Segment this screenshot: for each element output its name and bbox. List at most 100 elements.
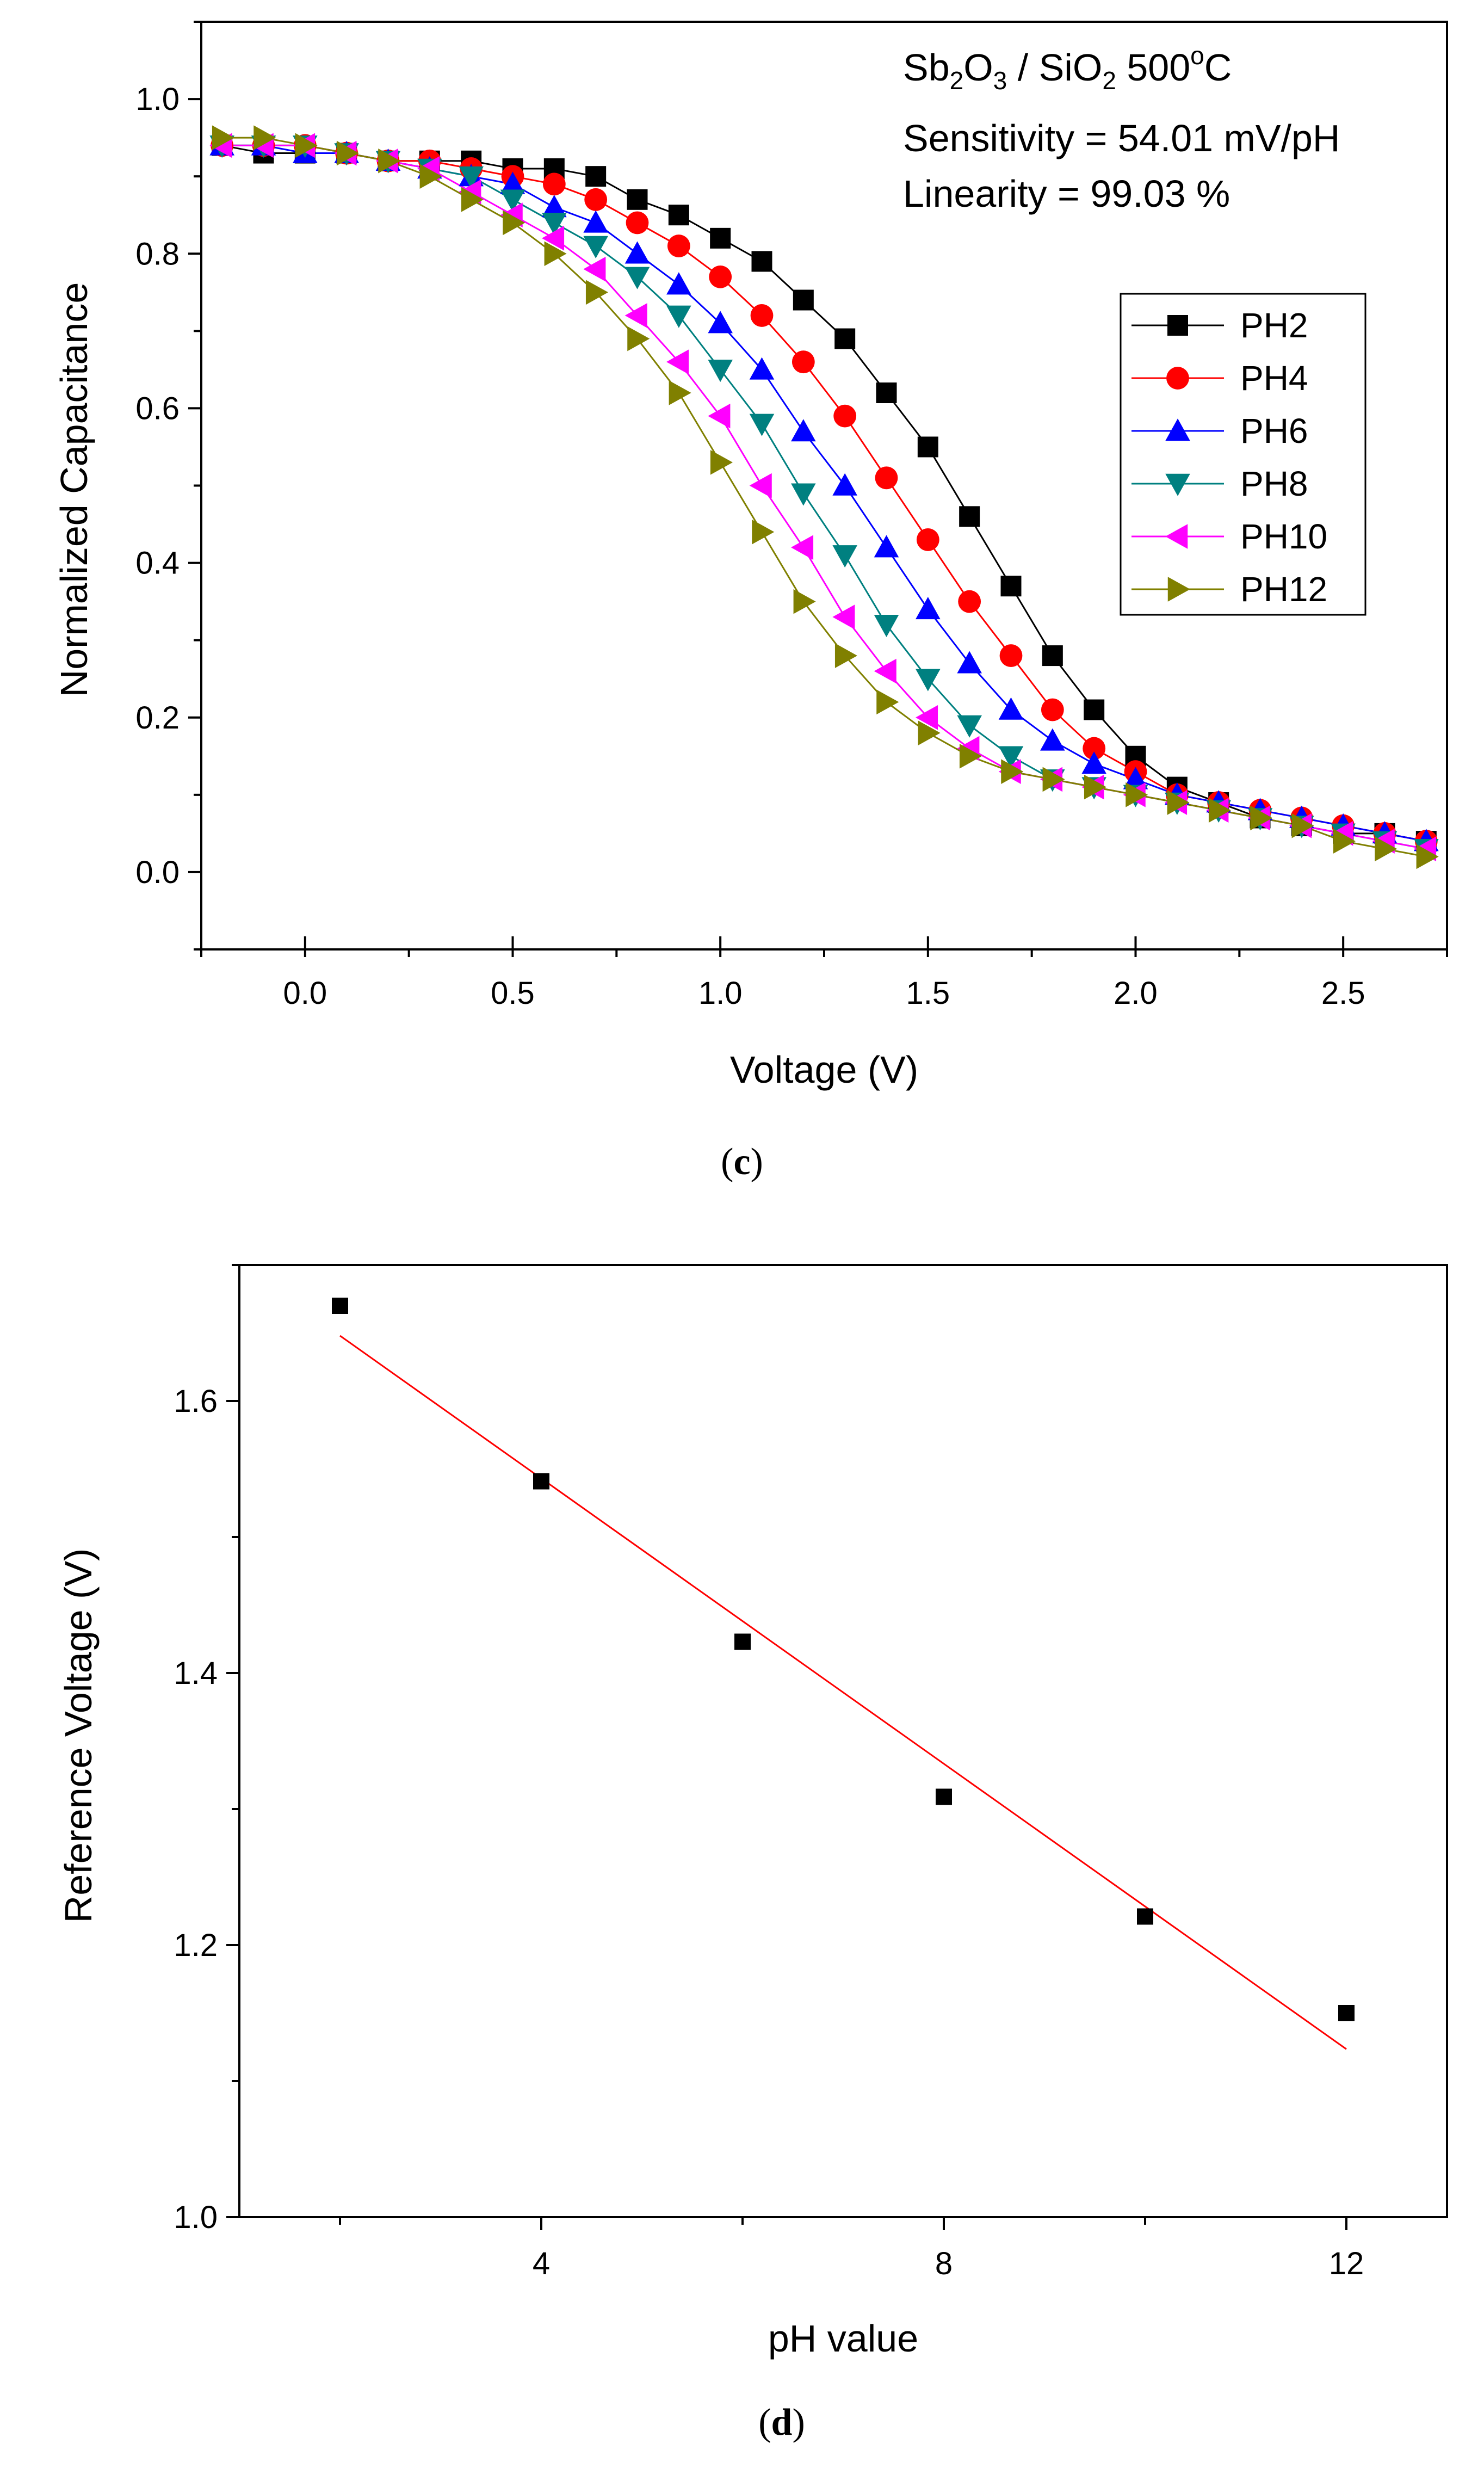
data-point-ph8 — [500, 189, 525, 212]
panel-d-paren-close: ) — [792, 2402, 805, 2443]
data-point — [734, 1633, 751, 1650]
data-point-ph10 — [666, 349, 689, 374]
legend-marker-ph4 — [1166, 367, 1189, 390]
panel-c-label: (c) — [721, 1141, 763, 1183]
data-point-ph6 — [916, 597, 941, 620]
data-point-ph2 — [668, 205, 689, 226]
data-point-ph6 — [542, 195, 567, 218]
x-tick-label: 2.0 — [1114, 976, 1158, 1011]
data-point-ph4 — [875, 466, 898, 490]
data-point-ph10 — [624, 303, 647, 328]
legend-marker-ph8 — [1165, 473, 1190, 496]
data-point-ph2 — [585, 166, 607, 187]
data-point-ph6 — [666, 272, 691, 295]
annotation-sio: / SiO — [1007, 46, 1102, 89]
data-point-ph12 — [876, 689, 899, 715]
data-point-ph12 — [959, 743, 982, 769]
data-point — [332, 1298, 348, 1314]
data-point-ph6 — [1040, 728, 1065, 751]
panel-c-x-axis-label: Voltage (V) — [730, 1048, 918, 1091]
data-point-ph12 — [1084, 774, 1106, 800]
data-point-ph12 — [253, 125, 276, 150]
data-point-ph10 — [791, 535, 814, 560]
data-point-ph12 — [1291, 813, 1314, 838]
data-point-ph8 — [791, 483, 816, 506]
data-point-ph8 — [583, 236, 608, 258]
data-point-ph12 — [710, 450, 733, 475]
panel-c-legend: PH2 PH4 PH6 PH8 PH10 PH12 — [1120, 293, 1366, 616]
fit-line — [339, 1335, 1347, 2050]
panel-c-marks — [209, 125, 1439, 869]
panel-d-paren-open: ( — [758, 2402, 771, 2443]
data-point-ph12 — [1042, 767, 1065, 792]
data-point-ph12 — [1208, 798, 1231, 823]
data-point-ph10 — [916, 705, 938, 730]
y-tick-label: 1.2 — [174, 1928, 218, 1963]
data-point-ph6 — [708, 311, 733, 334]
y-tick-label: 0.4 — [135, 546, 180, 581]
data-point-ph10 — [708, 403, 731, 429]
annotation-sb: Sb — [903, 46, 950, 89]
data-point-ph12 — [1167, 790, 1190, 815]
y-tick-label: 0.2 — [135, 700, 180, 736]
data-point-ph6 — [624, 241, 650, 264]
data-point-ph12 — [378, 148, 401, 174]
data-point-ph2 — [959, 506, 980, 527]
legend-marker-ph10 — [1165, 524, 1188, 549]
data-point-ph12 — [918, 720, 941, 745]
panel-c-y-axis-label: Normalized Capacitance — [53, 282, 95, 698]
panel-c-letter: c — [733, 1141, 750, 1183]
data-point-ph4 — [1041, 698, 1064, 721]
panel-d-marks — [332, 1298, 1355, 2050]
data-point-ph10 — [542, 226, 565, 251]
data-point-ph12 — [544, 241, 567, 267]
data-point-ph8 — [916, 669, 941, 692]
panel-d-y-axis-label: Reference Voltage (V) — [57, 1548, 100, 1923]
data-point-ph12 — [669, 380, 691, 405]
panel-c-annotation-sensitivity: Sensitivity = 54.01 mV/pH — [903, 117, 1340, 159]
data-point-ph8 — [832, 545, 857, 568]
annotation-sub-2: 2 — [950, 66, 964, 95]
annotation-sub-3: 3 — [993, 66, 1007, 95]
data-point-ph8 — [749, 414, 775, 436]
data-point-ph6 — [583, 210, 608, 233]
panel-c-annotation-line1: Sb2O3 / SiO2 500oC — [903, 41, 1232, 95]
data-point-ph4 — [667, 234, 690, 257]
data-point-ph2 — [627, 189, 648, 210]
data-point-ph12 — [503, 210, 525, 236]
panel-d-axes-frame — [238, 1264, 1448, 2218]
panel-c-paren-close: ) — [751, 1141, 763, 1183]
data-point-ph10 — [583, 256, 606, 282]
data-point-ph2 — [876, 382, 897, 403]
data-point-ph12 — [461, 187, 484, 212]
data-point-ph4 — [626, 211, 649, 234]
data-point-ph8 — [666, 305, 691, 328]
data-point-ph12 — [212, 125, 234, 150]
data-point-ph4 — [792, 350, 815, 374]
data-point — [1137, 1908, 1153, 1925]
data-point-ph12 — [585, 280, 608, 305]
data-point-ph6 — [998, 697, 1024, 720]
data-point-ph8 — [624, 267, 650, 289]
y-tick-label: 1.4 — [174, 1656, 218, 1691]
y-tick-label: 0.0 — [135, 855, 180, 890]
panel-d-label: (d) — [758, 2402, 805, 2443]
y-tick-label: 1.0 — [174, 2200, 218, 2235]
data-point-ph8 — [542, 213, 567, 236]
data-point-ph8 — [459, 166, 484, 189]
data-point-ph4 — [584, 188, 608, 211]
data-point-ph6 — [832, 473, 857, 496]
x-tick-label: 1.0 — [698, 976, 743, 1011]
annotation-degree: o — [1190, 41, 1204, 70]
data-point-ph12 — [295, 133, 318, 158]
x-tick-label: 1.5 — [906, 976, 950, 1011]
data-point-ph4 — [542, 172, 566, 196]
x-tick-label: 2.5 — [1321, 976, 1365, 1011]
annotation-c: C — [1204, 46, 1232, 89]
panel-c-paren-open: ( — [721, 1141, 733, 1183]
data-point — [1338, 2005, 1355, 2021]
data-point-ph12 — [336, 140, 359, 166]
data-point-ph2 — [1084, 699, 1105, 720]
data-point — [533, 1473, 549, 1490]
data-point-ph6 — [957, 651, 982, 674]
